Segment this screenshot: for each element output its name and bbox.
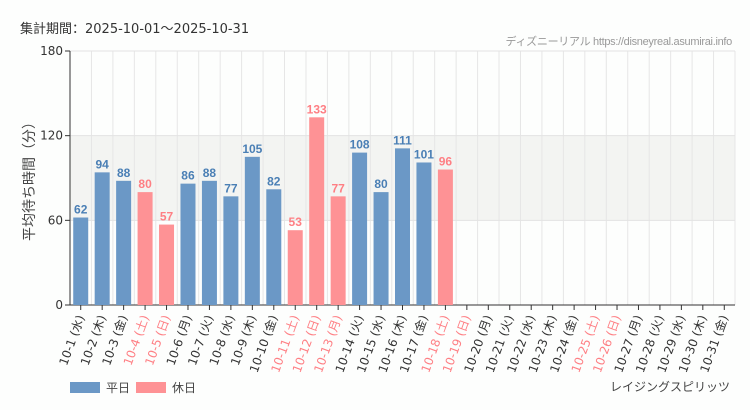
data-label: 80: [374, 177, 388, 191]
bar: [373, 192, 389, 305]
bar: [180, 183, 196, 305]
y-tick-label: 0: [55, 298, 63, 312]
data-label: 80: [138, 177, 152, 191]
data-label: 94: [95, 157, 109, 171]
bar: [73, 217, 89, 305]
bar: [309, 117, 325, 305]
data-label: 108: [350, 138, 370, 152]
data-label: 82: [267, 174, 281, 188]
bar: [416, 162, 432, 305]
data-label: 57: [160, 210, 174, 224]
legend-weekday: 平日: [70, 379, 130, 396]
data-label: 62: [74, 203, 88, 217]
legend-label: 平日: [106, 381, 131, 395]
bar: [201, 180, 217, 305]
data-label: 86: [181, 169, 195, 183]
data-label: 111: [393, 133, 412, 147]
data-label: 53: [289, 215, 303, 229]
y-tick-label: 120: [40, 129, 63, 143]
data-label: 88: [117, 166, 131, 180]
period-label: 集計期間：2025-10-01～2025-10-31: [20, 22, 250, 37]
bar: [395, 148, 410, 305]
attraction-name: レイジングスピリッツ: [609, 380, 730, 394]
y-tick-label: 180: [40, 44, 63, 58]
bar: [159, 224, 175, 305]
data-label: 133: [307, 102, 327, 116]
data-label: 77: [224, 181, 238, 195]
bar: [94, 172, 110, 305]
bar: [287, 230, 303, 305]
site-credit: ディズニーリアル https://disneyreal.asumirai.inf…: [505, 36, 733, 48]
bar: [137, 192, 153, 305]
legend-swatch-holiday: [136, 382, 166, 393]
data-label: 105: [242, 142, 262, 156]
bar: [330, 196, 346, 305]
data-label: 77: [331, 181, 345, 195]
legend-label: 休日: [172, 381, 197, 395]
bar: [437, 169, 453, 305]
bar: [244, 156, 260, 305]
legend-swatch-weekday: [70, 382, 100, 393]
bar: [116, 180, 132, 305]
y-axis-title: 平均待ち時間（分）: [22, 115, 38, 241]
data-label: 96: [439, 155, 453, 169]
bar: [352, 152, 368, 305]
y-tick-label: 60: [48, 213, 63, 227]
data-label: 88: [203, 166, 217, 180]
legend-holiday: 休日: [136, 379, 196, 396]
data-label: 101: [414, 147, 434, 161]
bar: [223, 196, 239, 305]
bar: [266, 189, 282, 305]
